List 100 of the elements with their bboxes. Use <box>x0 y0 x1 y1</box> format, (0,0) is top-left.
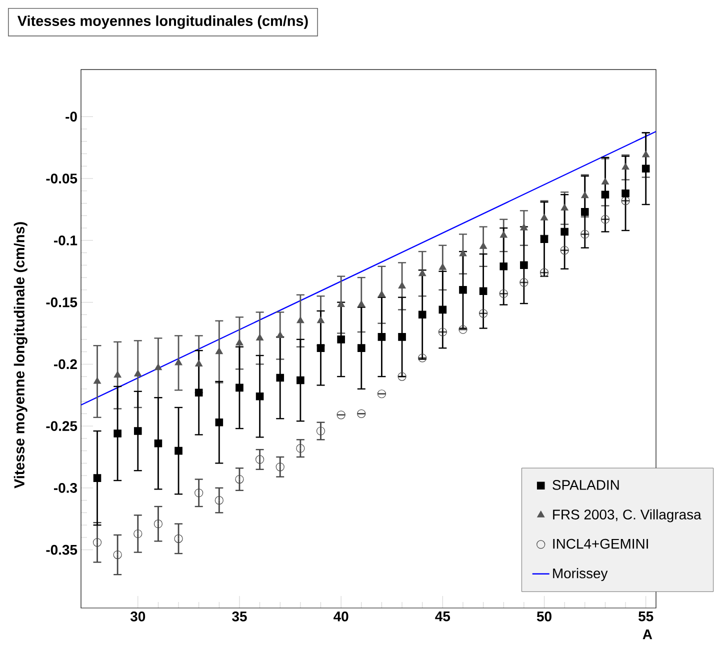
point <box>500 262 508 270</box>
point <box>622 163 630 170</box>
point <box>256 455 264 464</box>
point <box>236 338 244 346</box>
point <box>418 270 426 276</box>
point <box>621 196 630 206</box>
y-axis-title: Vitesse moyenne longitudinale (cm/ns) <box>14 222 28 488</box>
point <box>438 263 446 270</box>
x-axis-title: A <box>642 630 652 640</box>
point <box>540 235 548 244</box>
point <box>296 444 305 453</box>
x-tick-label: 45 <box>435 612 450 622</box>
point <box>93 474 102 482</box>
point <box>256 392 264 400</box>
point <box>296 316 304 324</box>
point <box>601 178 609 185</box>
x-tick-label: 40 <box>334 612 348 622</box>
point <box>316 344 325 352</box>
point <box>459 250 467 256</box>
point <box>134 529 142 538</box>
point <box>480 242 488 249</box>
x-tick-label: 30 <box>130 612 146 622</box>
legend-label: FRS 2003, C. Villagrasa <box>553 509 702 522</box>
point <box>479 309 488 318</box>
point <box>520 224 528 230</box>
y-tick-label: -0.15 <box>46 297 78 308</box>
point <box>540 214 548 220</box>
point <box>337 300 345 308</box>
point <box>276 462 284 472</box>
point <box>154 520 163 528</box>
y-tick-label: -0.2 <box>54 359 77 370</box>
point <box>398 282 406 288</box>
point <box>92 538 102 547</box>
point <box>154 364 162 370</box>
point <box>357 409 366 418</box>
x-tick-label: 55 <box>638 612 654 622</box>
point <box>357 344 366 352</box>
point <box>378 290 386 298</box>
point <box>560 204 568 211</box>
y-tick-label: -0.1 <box>54 235 78 246</box>
point <box>418 354 427 362</box>
y-tick-label: -0 <box>66 112 77 122</box>
point <box>398 372 406 381</box>
point <box>377 390 386 398</box>
point <box>236 384 244 392</box>
point <box>438 306 447 314</box>
point <box>113 550 122 560</box>
point <box>134 370 142 376</box>
legend-label: Morissey <box>553 568 608 582</box>
point <box>174 534 183 543</box>
point <box>215 418 224 426</box>
point <box>316 426 326 436</box>
point <box>154 439 162 448</box>
point <box>174 446 182 455</box>
point <box>134 427 142 435</box>
point <box>215 347 223 354</box>
y-tick-label: -0.3 <box>54 482 77 493</box>
point <box>296 376 304 384</box>
point <box>520 278 528 287</box>
point <box>600 215 610 224</box>
point <box>418 310 426 319</box>
chart-title: Vitesses moyennes longitudinales (cm/ns) <box>17 15 308 29</box>
point <box>580 230 590 239</box>
point <box>520 261 528 270</box>
point <box>500 231 508 238</box>
x-tick-label: 35 <box>232 612 247 622</box>
y-tick-label: -0.35 <box>46 544 78 555</box>
point <box>336 410 346 420</box>
point <box>580 208 589 216</box>
point <box>235 474 244 484</box>
point <box>479 287 488 296</box>
point <box>174 358 182 366</box>
y-tick-label: -0.25 <box>46 421 78 431</box>
point <box>622 189 630 198</box>
point <box>458 325 468 334</box>
point <box>276 374 284 382</box>
y-tick-label: -0.05 <box>46 174 78 184</box>
point <box>642 164 650 173</box>
point <box>194 488 204 498</box>
point <box>438 328 447 336</box>
point <box>256 334 264 340</box>
point <box>601 190 610 199</box>
point <box>195 360 203 366</box>
point <box>214 496 224 505</box>
point <box>276 331 284 338</box>
point <box>459 286 467 294</box>
legend-label: SPALADIN <box>552 480 619 490</box>
point <box>93 377 102 384</box>
point <box>378 333 386 341</box>
point <box>358 300 366 308</box>
point <box>642 150 650 158</box>
point <box>194 388 203 397</box>
point <box>560 228 568 236</box>
legend-label: INCL4+GEMINI <box>553 538 648 549</box>
x-tick-label: 50 <box>536 612 552 622</box>
point <box>114 371 122 378</box>
point <box>499 289 508 298</box>
point <box>316 316 325 324</box>
point <box>337 336 345 344</box>
point <box>114 430 122 438</box>
